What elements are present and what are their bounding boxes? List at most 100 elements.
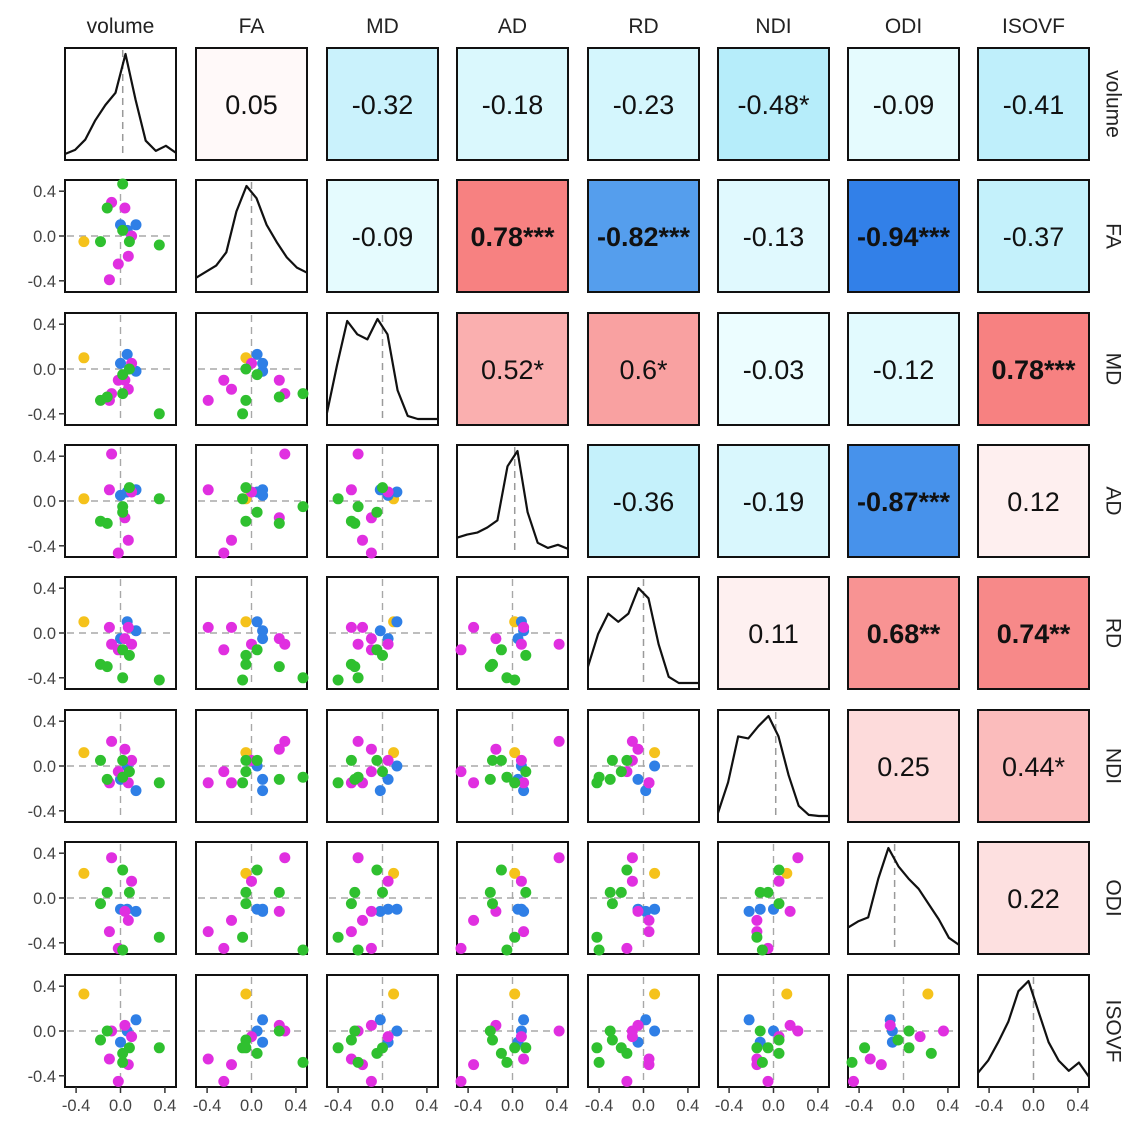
row-label-MD: MD: [1101, 353, 1124, 386]
scatter-point: [240, 1042, 252, 1054]
scatter-point: [377, 1042, 388, 1054]
scatter-point: [553, 1025, 565, 1037]
scatter-point: [754, 903, 766, 915]
scatter-point: [754, 886, 766, 898]
scatter-point: [115, 489, 126, 501]
scatter-point: [626, 852, 638, 864]
scatter-point: [153, 408, 165, 420]
panel-MD-ODI: -0.12: [847, 312, 960, 426]
panel-MD-FA: [195, 312, 309, 426]
y-tick-label: 0.0: [33, 493, 56, 511]
scatter-point: [751, 914, 763, 926]
corr-label: 0.25: [877, 752, 930, 782]
scatter-point: [365, 1019, 377, 1031]
scatter-point: [520, 649, 532, 661]
scatter-point: [382, 754, 394, 766]
scatter-point: [632, 905, 644, 917]
panel-ISOVF-AD: [455, 974, 569, 1088]
corr-tile: [977, 312, 1090, 426]
scatter-point: [773, 864, 785, 876]
panel-ODI-NDI: [717, 841, 830, 956]
corr-label: 0.6*: [619, 355, 668, 385]
density-curve: [325, 317, 438, 421]
scatter-point: [792, 1025, 804, 1037]
x-tick-label: -0.4: [324, 1097, 352, 1115]
x-tick-label: -0.4: [62, 1097, 90, 1115]
scatter-point: [365, 766, 377, 778]
scatter-point: [345, 484, 357, 496]
scatter-point: [122, 621, 134, 633]
scatter-point: [153, 931, 165, 943]
corr-tile: [847, 709, 960, 823]
scatter-point: [257, 625, 269, 637]
scatter-point: [484, 1025, 496, 1037]
scatter-point: [518, 1014, 530, 1026]
scatter-point: [606, 1034, 618, 1046]
scatter-point: [240, 616, 252, 628]
panel-ODI-FA: [195, 841, 309, 956]
panel-NDI-volume: [64, 709, 177, 823]
scatter-point: [365, 942, 377, 954]
panel-volume-volume: [64, 47, 177, 161]
scatter-point: [119, 743, 131, 755]
scatter-point: [240, 1034, 252, 1046]
corr-tile: [847, 312, 960, 426]
scatter-point: [95, 898, 106, 910]
scatter-point: [332, 777, 344, 789]
scatter-point: [501, 672, 513, 684]
corr-label: 0.22: [1007, 884, 1060, 914]
scatter-point: [640, 1014, 652, 1026]
scatter-point: [101, 517, 113, 529]
scatter-point: [382, 1031, 394, 1043]
scatter-point: [352, 852, 364, 864]
scatter-point: [257, 1036, 269, 1048]
density-curve: [195, 184, 308, 279]
density-curve: [716, 714, 829, 818]
panel-RD-AD: [455, 576, 569, 690]
corr-label: 0.52*: [481, 355, 545, 385]
column-label-RD: RD: [628, 15, 658, 38]
panel-MD-ISOVF: 0.78***: [977, 312, 1090, 426]
scatter-point: [251, 369, 263, 381]
scatter-point: [119, 905, 131, 917]
scatter-point: [391, 486, 403, 498]
scatter-point: [751, 1042, 763, 1054]
corr-label: 0.12: [1007, 487, 1060, 517]
corr-tile: [717, 444, 830, 558]
scatter-point: [257, 357, 269, 369]
row-label-RD: RD: [1101, 618, 1124, 648]
scatter-point: [352, 501, 364, 513]
scatter-point: [495, 644, 507, 656]
scatter-point: [388, 747, 400, 759]
x-tick-label: 0.0: [371, 1097, 394, 1115]
scatter-point: [121, 348, 133, 360]
scatter-point: [297, 771, 309, 783]
scatter-point: [279, 638, 291, 650]
scatter-point: [374, 785, 386, 797]
y-tick-label: -0.4: [28, 538, 56, 556]
scatter-point: [501, 771, 513, 783]
scatter-point: [332, 493, 344, 505]
scatter-point: [237, 777, 249, 789]
scatter-point: [615, 1042, 627, 1054]
scatter-point: [365, 743, 377, 755]
panel-RD-MD: [326, 576, 439, 690]
scatter-point: [762, 1042, 774, 1054]
scatter-point: [512, 903, 524, 915]
scatter-point: [240, 754, 252, 766]
density-frame: [456, 444, 569, 558]
scatter-point: [743, 905, 755, 917]
scatter-point: [606, 754, 618, 766]
x-tick-label: 0.0: [762, 1097, 785, 1115]
scatter-point: [257, 903, 269, 915]
scatter-point: [117, 1056, 129, 1068]
scatter-point: [649, 903, 661, 915]
panel-ODI-volume: [64, 841, 177, 956]
scatter-point: [914, 1031, 926, 1043]
scatter-point: [756, 944, 768, 956]
scatter-point: [468, 914, 480, 926]
corr-tile: [326, 179, 439, 293]
scatter-point: [626, 1031, 638, 1043]
scatter-point: [773, 875, 785, 887]
scatter-point: [649, 988, 661, 1000]
